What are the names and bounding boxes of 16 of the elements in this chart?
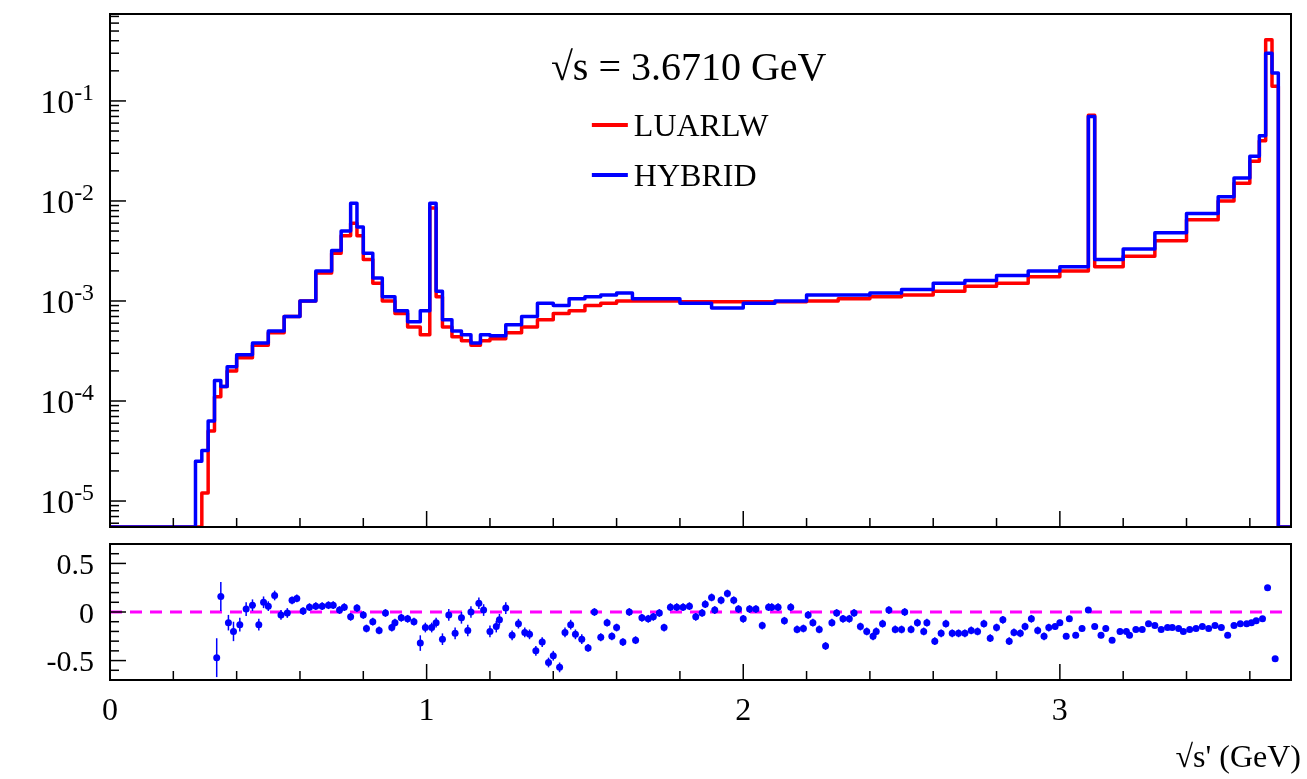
y-tick-label: 10$^{-5}$ — [40, 478, 94, 520]
x-tick-label: 1 — [418, 691, 435, 727]
y-tick-label: -0.5 — [46, 644, 94, 678]
x-tick-label: 2 — [735, 691, 752, 727]
y-tick-label: 10$^{-2}$ — [40, 178, 94, 220]
legend-label: LUARLW — [633, 107, 770, 144]
x-tick-label: 3 — [1051, 691, 1068, 727]
y-tick-label: 10$^{-3}$ — [40, 278, 94, 320]
text: √s = 3.6710 GeV — [550, 44, 827, 89]
x-tick-label: 0 — [102, 691, 118, 727]
x-axis-title: √s' (GeV) — [1175, 738, 1301, 774]
y-tick-label: 0 — [79, 595, 94, 629]
y-tick-label: 10$^{-1}$ — [40, 78, 94, 120]
y-tick-label: 0.5 — [56, 546, 94, 580]
y-tick-label: 10$^{-4}$ — [40, 378, 95, 420]
legend-label: HYBRID — [633, 157, 757, 194]
